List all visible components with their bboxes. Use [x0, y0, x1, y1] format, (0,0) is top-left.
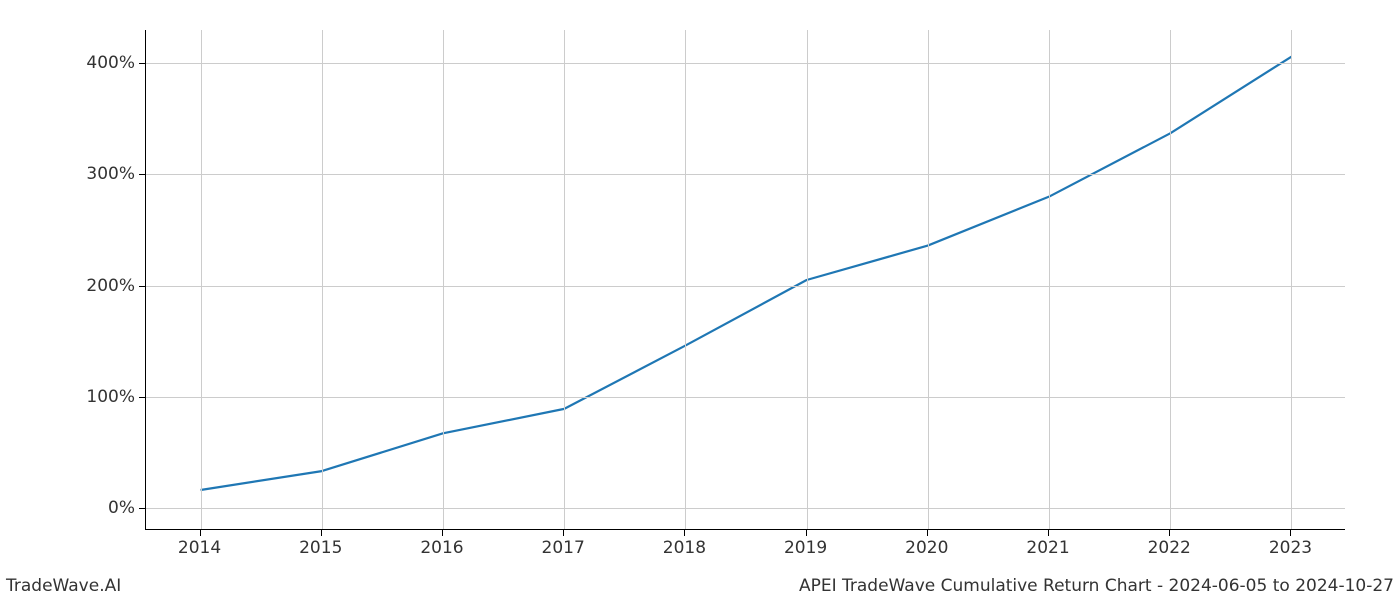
- grid-line-vertical: [322, 30, 323, 529]
- grid-line-vertical: [1049, 30, 1050, 529]
- grid-line-vertical: [1291, 30, 1292, 529]
- grid-line-vertical: [443, 30, 444, 529]
- y-tick-label: 100%: [86, 387, 135, 407]
- y-tick-mark: [139, 63, 145, 64]
- x-tick-mark: [1290, 530, 1291, 536]
- return-line: [201, 57, 1292, 490]
- x-tick-label: 2015: [299, 538, 342, 558]
- grid-line-vertical: [928, 30, 929, 529]
- y-tick-label: 0%: [108, 498, 135, 518]
- x-tick-label: 2021: [1026, 538, 1069, 558]
- x-tick-mark: [1048, 530, 1049, 536]
- x-tick-label: 2016: [420, 538, 463, 558]
- y-tick-label: 400%: [86, 53, 135, 73]
- x-tick-mark: [806, 530, 807, 536]
- grid-line-horizontal: [146, 174, 1345, 175]
- x-tick-label: 2018: [663, 538, 706, 558]
- y-tick-mark: [139, 508, 145, 509]
- grid-line-vertical: [685, 30, 686, 529]
- x-tick-label: 2017: [542, 538, 585, 558]
- grid-line-vertical: [564, 30, 565, 529]
- grid-line-horizontal: [146, 63, 1345, 64]
- x-tick-mark: [563, 530, 564, 536]
- x-tick-label: 2023: [1269, 538, 1312, 558]
- x-tick-label: 2014: [178, 538, 221, 558]
- x-tick-mark: [927, 530, 928, 536]
- x-tick-label: 2019: [784, 538, 827, 558]
- grid-line-horizontal: [146, 508, 1345, 509]
- y-tick-mark: [139, 286, 145, 287]
- grid-line-horizontal: [146, 286, 1345, 287]
- y-tick-label: 200%: [86, 276, 135, 296]
- grid-line-vertical: [807, 30, 808, 529]
- x-tick-mark: [321, 530, 322, 536]
- x-tick-mark: [200, 530, 201, 536]
- grid-line-vertical: [1170, 30, 1171, 529]
- x-tick-label: 2020: [905, 538, 948, 558]
- grid-line-vertical: [201, 30, 202, 529]
- footer-left-text: TradeWave.AI: [6, 576, 121, 596]
- x-tick-mark: [684, 530, 685, 536]
- x-tick-label: 2022: [1148, 538, 1191, 558]
- footer-right-text: APEI TradeWave Cumulative Return Chart -…: [799, 576, 1394, 596]
- line-series: [146, 30, 1346, 530]
- y-tick-mark: [139, 397, 145, 398]
- chart-container: TradeWave.AI APEI TradeWave Cumulative R…: [0, 0, 1400, 600]
- x-tick-mark: [1169, 530, 1170, 536]
- plot-area: [145, 30, 1345, 530]
- y-tick-label: 300%: [86, 164, 135, 184]
- grid-line-horizontal: [146, 397, 1345, 398]
- y-tick-mark: [139, 174, 145, 175]
- x-tick-mark: [442, 530, 443, 536]
